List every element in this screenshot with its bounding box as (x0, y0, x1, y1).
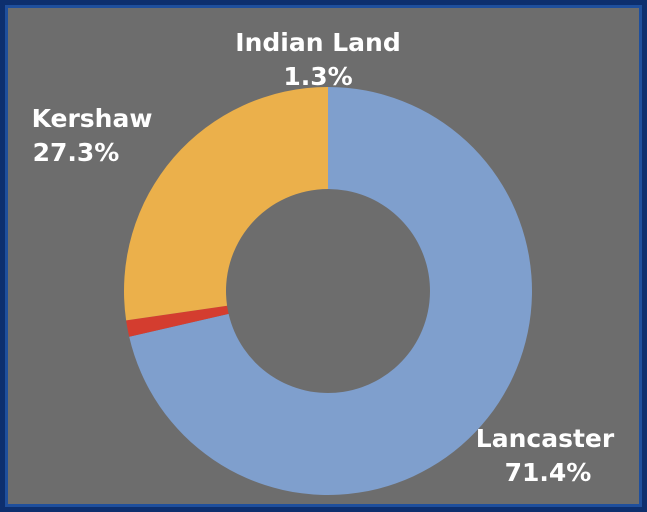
slice-label-kershaw-name: Kershaw (32, 104, 153, 133)
slice-label-indian-land-name: Indian Land (235, 28, 400, 57)
slice-label-kershaw-value: 27.3% (33, 138, 120, 167)
label-group-indian-land: Indian Land 1.3% (235, 28, 400, 91)
slice-kershaw (124, 87, 328, 321)
slice-label-lancaster-name: Lancaster (476, 424, 615, 453)
slice-lancaster (129, 87, 532, 495)
label-group-kershaw: Kershaw 27.3% (32, 104, 153, 167)
slice-label-lancaster-value: 71.4% (505, 458, 592, 487)
label-group-lancaster: Lancaster 71.4% (476, 424, 615, 487)
slice-indian-land (126, 305, 229, 337)
slices-group (124, 87, 532, 495)
slice-label-indian-land-value: 1.3% (283, 62, 352, 91)
